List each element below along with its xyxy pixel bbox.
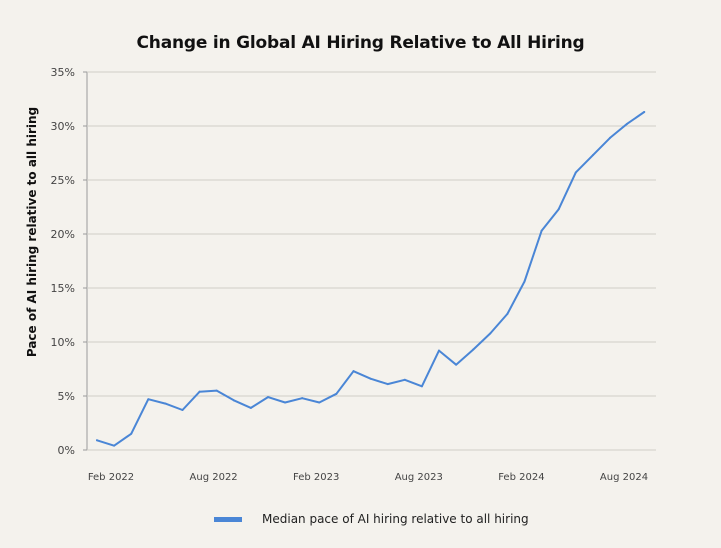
y-tick-label: 15%	[51, 282, 75, 295]
data-point	[318, 401, 321, 404]
x-tick-label: Feb 2023	[293, 472, 339, 483]
data-point	[557, 208, 560, 211]
x-tick-label: Aug 2022	[190, 472, 238, 483]
data-point	[574, 171, 577, 174]
data-point	[472, 348, 475, 351]
data-point	[164, 402, 167, 405]
y-tick-label: 30%	[51, 120, 75, 133]
y-tick-label: 35%	[51, 66, 75, 79]
y-tick-label: 10%	[51, 336, 75, 349]
y-tick-label: 20%	[51, 228, 75, 241]
data-point	[301, 397, 304, 400]
data-point	[455, 363, 458, 366]
data-point	[215, 389, 218, 392]
x-axis-ticks: Feb 2022 Aug 2022 Feb 2023 Aug 2023 Feb 2024…	[88, 472, 648, 483]
data-point	[609, 136, 611, 139]
x-tick-label: Feb 2022	[88, 472, 134, 483]
y-axis-ticks: 0% 5% 10% 15% 20% 25% 30% 35%	[51, 66, 75, 457]
series-layer	[96, 110, 646, 447]
data-point	[540, 229, 543, 232]
data-point	[626, 122, 629, 125]
x-tick-label: Aug 2024	[600, 472, 648, 483]
data-point	[643, 110, 646, 113]
legend-swatch	[214, 516, 242, 522]
gridlines	[83, 71, 656, 451]
data-point	[335, 392, 338, 395]
chart-title: Change in Global AI Hiring Relative to A…	[136, 33, 585, 53]
data-point	[267, 396, 269, 399]
data-point	[403, 378, 406, 381]
legend: Median pace of AI hiring relative to all…	[214, 512, 529, 526]
data-point	[249, 406, 252, 409]
data-point	[284, 401, 287, 404]
data-point	[96, 439, 98, 442]
x-tick-label: Aug 2023	[395, 472, 443, 483]
y-tick-label: 25%	[51, 174, 75, 187]
data-point	[147, 398, 150, 401]
data-point	[438, 349, 440, 352]
data-point	[591, 154, 594, 157]
data-point	[386, 383, 389, 386]
data-point	[113, 444, 116, 447]
legend-label: Median pace of AI hiring relative to all…	[262, 512, 529, 526]
data-point	[198, 390, 201, 393]
data-point	[506, 312, 509, 315]
data-point	[420, 385, 423, 388]
data-point	[130, 432, 133, 435]
y-tick-label: 0%	[58, 444, 75, 457]
y-tick-label: 5%	[58, 390, 75, 403]
data-point	[523, 280, 526, 283]
data-point	[352, 370, 355, 373]
data-point	[232, 399, 235, 402]
x-tick-label: Feb 2024	[498, 472, 544, 483]
data-point	[369, 377, 372, 380]
data-point	[489, 332, 492, 335]
data-point	[181, 409, 184, 412]
